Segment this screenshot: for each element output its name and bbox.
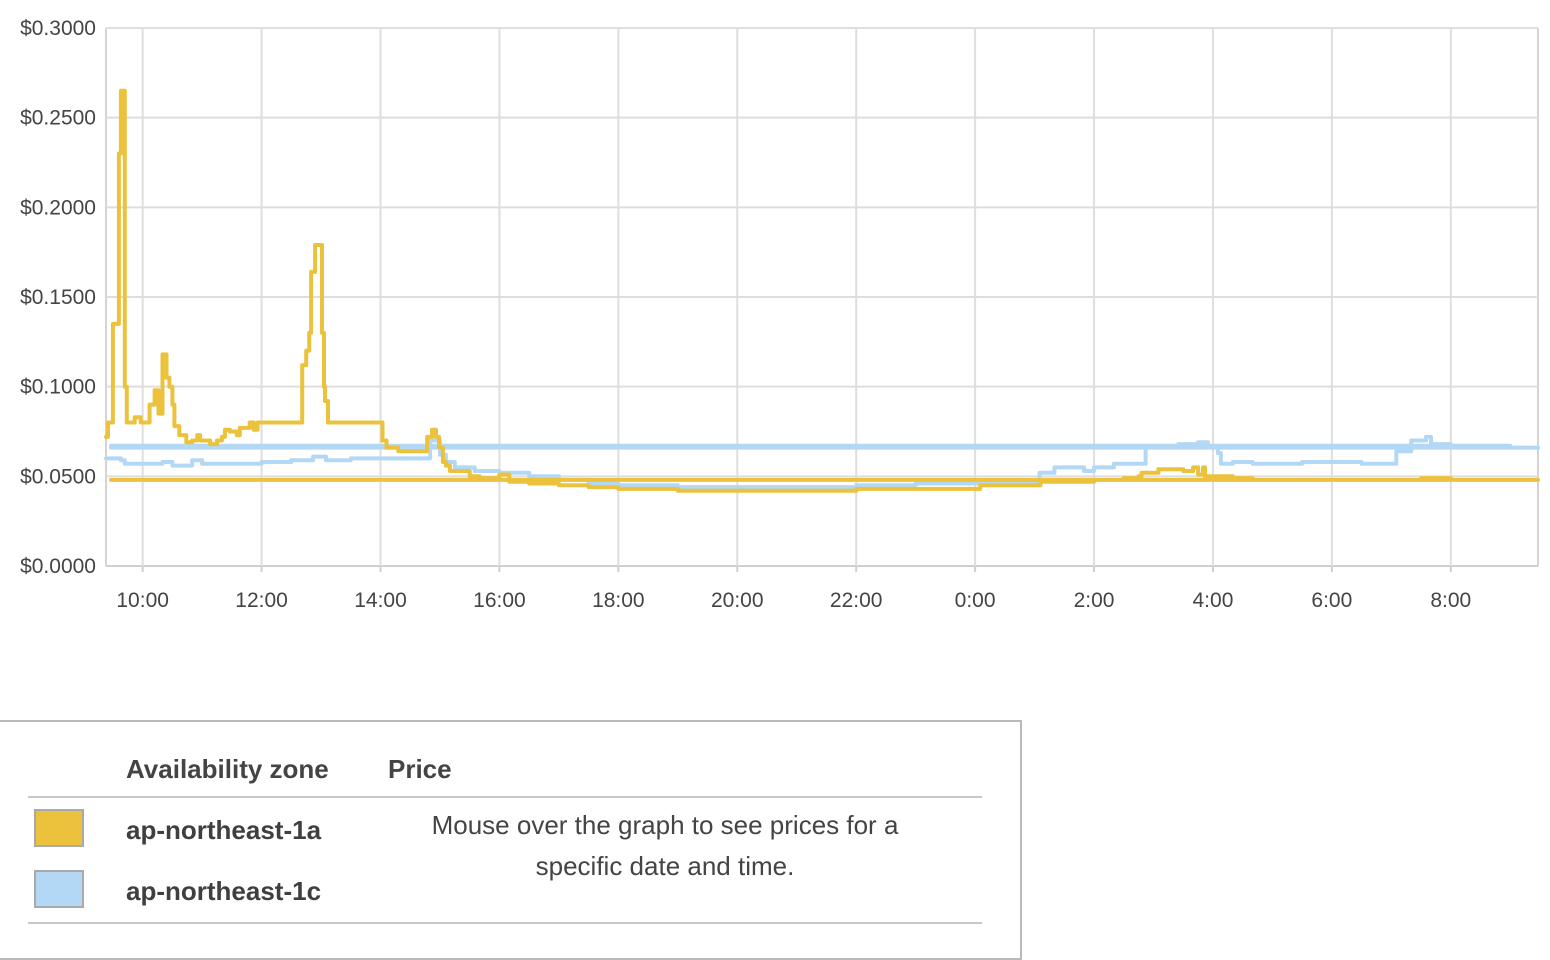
x-tick-label: 6:00 bbox=[1311, 589, 1352, 612]
x-tick-label: 14:00 bbox=[354, 589, 407, 612]
legend-header-divider bbox=[28, 796, 982, 798]
swatch-ap-northeast-1a bbox=[34, 809, 84, 847]
x-tick-label: 12:00 bbox=[235, 589, 288, 612]
x-tick-label: 16:00 bbox=[473, 589, 526, 612]
y-tick-label: $0.0000 bbox=[20, 555, 96, 578]
zone-label-ap-northeast-1a: ap-northeast-1a bbox=[126, 815, 322, 845]
series-line-ap-northeast-1c[interactable] bbox=[104, 434, 1540, 490]
zone-label-ap-northeast-1c: ap-northeast-1c bbox=[126, 876, 322, 906]
y-tick-label: $0.0500 bbox=[20, 465, 96, 488]
x-axis-ticks: 10:00 12:00 14:00 16:00 18:00 20:00 22:00 0:00 2… bbox=[116, 589, 1471, 612]
x-tick-label: 10:00 bbox=[116, 589, 169, 612]
chart-series[interactable] bbox=[104, 88, 1540, 493]
legend-header-zone: Availability zone bbox=[126, 754, 329, 784]
price-hint: Mouse over the graph to see prices for a… bbox=[395, 805, 935, 887]
x-tick-label: 22:00 bbox=[830, 589, 883, 612]
swatch-ap-northeast-1c bbox=[34, 870, 84, 908]
y-tick-label: $0.1000 bbox=[20, 376, 96, 399]
y-tick-label: $0.2500 bbox=[20, 107, 96, 130]
y-tick-label: $0.2000 bbox=[20, 196, 96, 219]
y-tick-label: $0.3000 bbox=[20, 17, 96, 40]
x-tick-label: 20:00 bbox=[711, 589, 764, 612]
price-hint-line-2: specific date and time. bbox=[535, 851, 795, 881]
y-tick-label: $0.1500 bbox=[20, 286, 96, 309]
x-tick-label: 4:00 bbox=[1193, 589, 1234, 612]
price-hint-line-1: Mouse over the graph to see prices for a bbox=[431, 810, 899, 840]
series-line-ap-northeast-1a[interactable] bbox=[104, 88, 1540, 493]
x-tick-label: 2:00 bbox=[1074, 589, 1115, 612]
legend-header-price: Price bbox=[388, 754, 452, 784]
y-axis-ticks: $0.0000 $0.0500 $0.1000 $0.1500 $0.2000 $0.25… bbox=[20, 17, 96, 578]
price-chart[interactable]: $0.0000 $0.0500 $0.1000 $0.1500 $0.2000 $0.25… bbox=[0, 0, 1550, 640]
x-tick-label: 0:00 bbox=[955, 589, 996, 612]
legend-bottom-divider bbox=[28, 922, 982, 924]
x-tick-label: 8:00 bbox=[1430, 589, 1471, 612]
x-tick-label: 18:00 bbox=[592, 589, 645, 612]
